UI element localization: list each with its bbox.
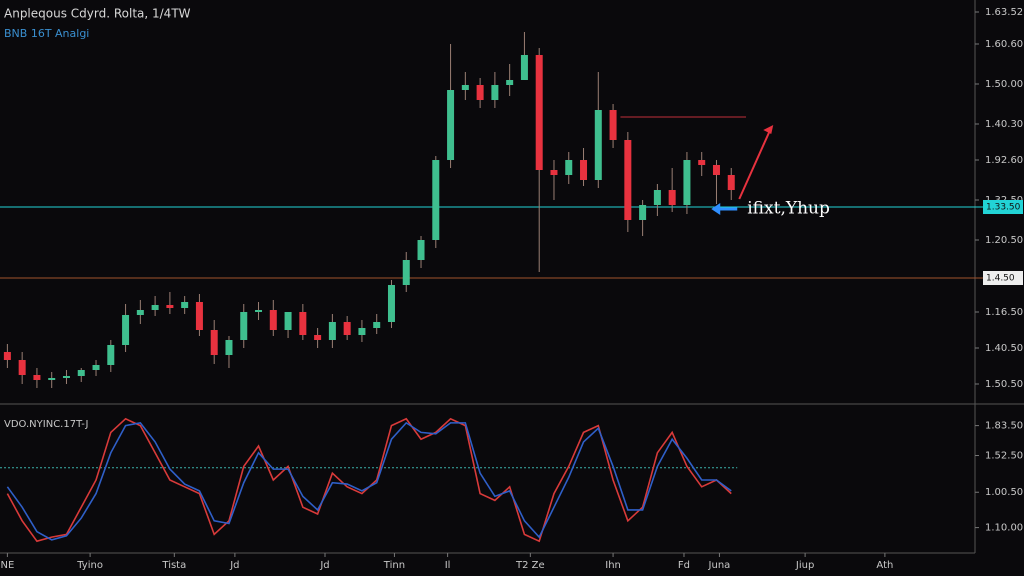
- candle-body: [461, 85, 469, 90]
- y-tick-label: 1.50.50: [985, 379, 1023, 390]
- candle-body: [609, 110, 617, 140]
- chart-title: Anpleqous Cdyrd. Rolta, 1/4TW: [4, 7, 191, 21]
- candle-body: [240, 312, 248, 340]
- annotation: ifixt,Yhup: [747, 199, 830, 219]
- candle-body: [447, 90, 455, 160]
- candle-body: [299, 312, 307, 335]
- x-tick-label: Fd: [678, 560, 690, 571]
- candle-body: [387, 285, 395, 322]
- candle-body: [402, 260, 410, 285]
- blue-arrow-head: [711, 203, 721, 215]
- level-label: 1.4.50: [986, 274, 1015, 284]
- red-arrow: [738, 131, 771, 200]
- x-tick-label: NE: [0, 560, 14, 571]
- candle-body: [3, 352, 11, 360]
- x-tick-label: Jiup: [795, 560, 814, 571]
- candle-body: [343, 322, 351, 335]
- candle-body: [225, 340, 233, 355]
- level-label: 1.33.50: [986, 203, 1021, 213]
- x-tick-label: Tista: [161, 560, 186, 571]
- red-arrow-head: [763, 125, 774, 134]
- candle-body: [358, 328, 366, 335]
- candle-body: [594, 110, 602, 180]
- y-tick-label: 1.60.60: [985, 39, 1023, 50]
- x-tick-label: Tinn: [383, 560, 405, 571]
- y2-tick-label: 1.10.00: [985, 523, 1023, 534]
- y-tick-label: 1.63.52: [985, 7, 1023, 18]
- candle-body: [417, 240, 425, 260]
- candle-body: [476, 85, 484, 100]
- candle-body: [639, 205, 647, 220]
- candle-body: [535, 55, 543, 170]
- level-label-box: [983, 200, 1023, 214]
- candle-body: [18, 360, 26, 375]
- y-tick-label: 1.50.00: [985, 79, 1023, 90]
- candle-body: [181, 302, 189, 308]
- level-label-box: [983, 271, 1023, 285]
- candle-body: [48, 378, 56, 380]
- x-tick-label: Jd: [229, 560, 239, 571]
- candle-body: [210, 330, 218, 355]
- y2-tick-label: 1.00.50: [985, 487, 1023, 498]
- y-tick-label: 1.40.30: [985, 119, 1023, 130]
- x-tick-label: Ath: [876, 560, 893, 571]
- indicator-label: VDO.NYINC.17T-J: [4, 419, 88, 430]
- candle-body: [314, 335, 322, 340]
- candle-body: [565, 160, 573, 175]
- x-tick-label: Tyino: [76, 560, 103, 571]
- candle-body: [122, 315, 130, 345]
- x-tick-label: T2 Ze: [515, 560, 545, 571]
- candle-body: [683, 160, 691, 205]
- candle-body: [653, 190, 661, 205]
- candle-body: [506, 80, 514, 85]
- x-tick-label: Juna: [708, 560, 731, 571]
- y2-tick-label: 1.52.50: [985, 451, 1023, 462]
- candle-body: [33, 375, 41, 380]
- oscillator-line: [6, 417, 732, 543]
- y-tick-label: 1.16.50: [985, 307, 1023, 318]
- candle-body: [195, 302, 203, 330]
- candle-body: [166, 305, 174, 308]
- candle-body: [151, 305, 159, 310]
- y-tick-label: 1.92.60: [985, 155, 1023, 166]
- y-tick-label: 1.40.50: [985, 343, 1023, 354]
- candle-body: [269, 310, 277, 330]
- y-tick-label: 1.20.50: [985, 235, 1023, 246]
- candle-body: [550, 170, 558, 175]
- candle-body: [373, 322, 381, 328]
- candle-body: [284, 312, 292, 330]
- candle-body: [136, 310, 144, 315]
- candle-body: [727, 175, 735, 190]
- candle-body: [698, 160, 706, 165]
- candle-body: [491, 85, 499, 100]
- x-tick-label: Jd: [319, 560, 329, 571]
- candle-body: [77, 370, 85, 376]
- candle-body: [580, 160, 588, 180]
- candle-body: [107, 345, 115, 365]
- candle-body: [432, 160, 440, 240]
- x-tick-label: Il: [445, 560, 451, 571]
- candle-body: [62, 376, 70, 378]
- oscillator-line: [6, 421, 732, 541]
- candle-body: [92, 365, 100, 370]
- x-tick-label: Ihn: [605, 560, 621, 571]
- candle-body: [712, 165, 720, 175]
- candle-body: [255, 310, 263, 312]
- chart-subtitle: BNB 16T Analgi: [4, 27, 89, 40]
- candle-body: [520, 55, 528, 80]
- candle-body: [624, 140, 632, 220]
- candle-body: [328, 322, 336, 340]
- candle-body: [668, 190, 676, 205]
- y2-tick-label: 1.83.50: [985, 421, 1023, 432]
